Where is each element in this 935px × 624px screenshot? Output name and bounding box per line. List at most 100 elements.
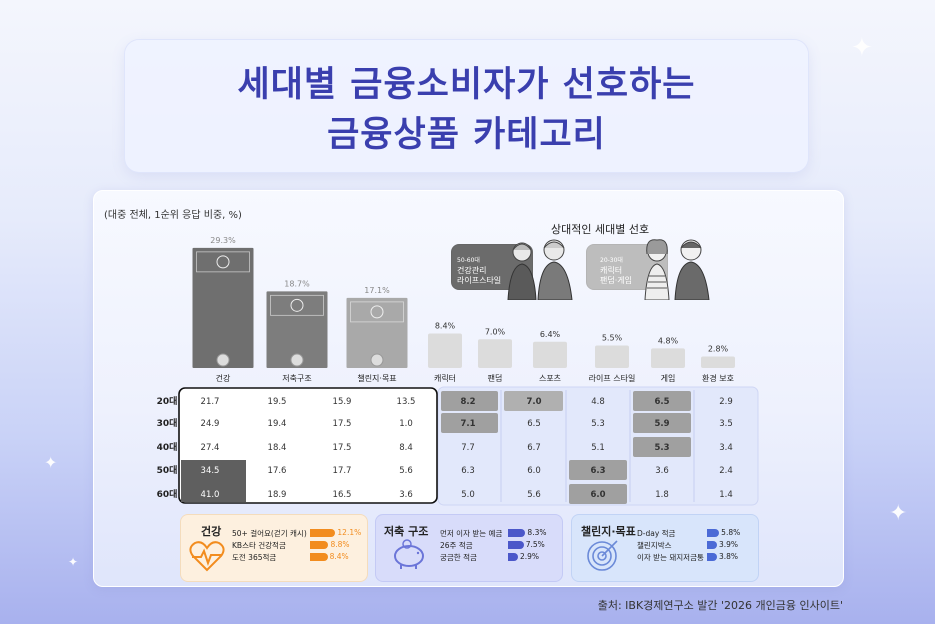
sub-item-value: 12.1% [337, 528, 362, 537]
table-cell: 17.6 [268, 466, 287, 476]
table-cell: 2.9 [719, 397, 733, 407]
bar-2-medal-icon [290, 353, 304, 367]
table-cell: 18.9 [268, 490, 287, 500]
table-cell: 17.5 [333, 443, 352, 453]
bubble-20-30-age: 20-30대 [600, 257, 623, 264]
bar-7 [595, 345, 629, 368]
table-cell: 5.1 [591, 443, 605, 453]
bar-value-label: 7.0% [485, 327, 506, 336]
category-label: 저축구조 [282, 374, 311, 383]
sub-item-value: 8.3% [527, 528, 547, 537]
table-cell: 17.5 [333, 419, 352, 429]
table-cell: 6.5 [527, 419, 541, 429]
bar-1-medal-icon [216, 353, 230, 367]
table-cell: 3.5 [719, 419, 733, 429]
bubble-50-60-line2: 라이프스타일 [457, 276, 502, 285]
highlight-cell [569, 484, 627, 504]
sub-panel-health [180, 514, 368, 582]
bar-5 [478, 339, 512, 368]
sub-item-bar [707, 541, 717, 549]
bar-1-coin-icon [216, 255, 230, 269]
row-label: 30대 [157, 417, 178, 429]
table-cell: 17.7 [333, 466, 352, 476]
sub-item-bar [707, 553, 717, 561]
category-label: 라이프 스타일 [589, 373, 636, 383]
bar-1-banknote-frame [196, 251, 250, 273]
target-icon [587, 540, 618, 571]
sub-item-label: 50+ 걸어요(걷기 캐시) [232, 529, 307, 538]
category-label: 챌린지·목표 [357, 373, 396, 383]
bar-value-label: 2.8% [708, 345, 729, 354]
bubble-50-60-text: 50-60대 건강관리 라이프스타일 [457, 256, 501, 286]
sub-item-label: 궁금한 적금 [440, 553, 477, 562]
row-label: 50대 [157, 464, 178, 476]
highlight-cell-health-50-60 [181, 460, 246, 502]
table-cell: 21.7 [201, 397, 220, 407]
sub-item-bar [310, 553, 328, 561]
table-cell: 34.5 [201, 466, 220, 476]
category-label: 건강 [216, 373, 231, 383]
category-label: 스포츠 [539, 374, 561, 383]
sub-item-label: 이자 받는 돼지저금통 [637, 553, 704, 562]
table-cell: 27.4 [201, 443, 220, 453]
sparkle-icon: ✦ [889, 501, 908, 526]
bar-3-banknote-frame [350, 301, 404, 323]
sub-item-value: 8.8% [330, 540, 350, 549]
highlight-cell [441, 413, 498, 433]
sub-item-bar [707, 529, 720, 537]
highlight-cell [441, 391, 498, 411]
bar-3-medal-icon [370, 353, 384, 367]
table-cell: 16.5 [333, 490, 352, 500]
bar-value-label: 17.1% [364, 286, 390, 295]
table-cell: 1.0 [399, 419, 413, 429]
table-cell: 3.6 [399, 490, 413, 500]
relative-preference-title: 상대적인 세대별 선호 [551, 223, 650, 236]
table-cell: 2.4 [719, 466, 733, 476]
sub-item-label: 26주 적금 [440, 541, 473, 550]
sub-item-label: 챌린지박스 [637, 541, 672, 550]
bar-2-coin-icon [290, 298, 304, 312]
table-cell: 8.4 [399, 443, 413, 453]
table-cell: 41.0 [201, 490, 220, 500]
table-cell: 5.3 [654, 443, 669, 453]
sub-item-bar [310, 541, 329, 549]
table-cell: 19.4 [268, 419, 287, 429]
table-cell: 1.4 [719, 490, 733, 500]
table-cell: 5.6 [399, 466, 413, 476]
sub-item-label: 먼저 이자 받는 예금 [440, 529, 503, 538]
piggy-bank-icon [394, 539, 424, 569]
bar-chart: 29.3% 건강 18.7% 저축구조 17.1% 챌린지·목표 8.4% 캐릭터 7.0% 팬덤… [192, 236, 735, 383]
bar-9 [701, 356, 735, 368]
sub-item-value: 8.4% [329, 552, 349, 561]
sub-item-label: D-day 적금 [637, 529, 676, 538]
chart-note: (대중 전체, 1순위 응답 비중, %) [104, 210, 242, 221]
table-cell: 19.5 [268, 397, 287, 407]
row-label: 60대 [157, 488, 178, 500]
sub-item-bar [310, 529, 336, 537]
bubble-50-60-age: 50-60대 [457, 257, 480, 264]
heart-pulse-icon [189, 541, 225, 572]
title-card: 세대별 금융소비자가 선호하는 금융상품 카테고리 [125, 40, 808, 172]
source-footer: 출처: IBK경제연구소 발간 '2026 개인금융 인사이트' [597, 599, 843, 612]
bar-value-label: 8.4% [435, 322, 456, 331]
row-label: 40대 [157, 441, 178, 453]
bar-value-label: 6.4% [540, 330, 561, 339]
sub-item-value: 2.9% [520, 552, 540, 561]
table-cell: 18.4 [268, 443, 287, 453]
highlight-cell [569, 460, 627, 480]
table-cell: 3.6 [655, 466, 669, 476]
bar-6 [533, 341, 567, 368]
bubble-20-30-line2: 팬덤·게임 [600, 276, 632, 285]
bar-value-label: 29.3% [210, 236, 236, 245]
category-label: 게임 [661, 373, 676, 383]
table-cell: 24.9 [201, 419, 220, 429]
sub-panel-savings-title: 저축 구조 [384, 525, 429, 538]
table-cell: 7.7 [461, 443, 475, 453]
table-cell: 5.3 [591, 419, 605, 429]
bar-value-label: 5.5% [602, 333, 623, 342]
young-couple-icon [644, 239, 710, 300]
senior-couple-icon [507, 239, 573, 300]
table-cell: 6.7 [527, 443, 541, 453]
sub-item-value: 5.8% [721, 528, 741, 537]
bar-1 [192, 247, 254, 368]
